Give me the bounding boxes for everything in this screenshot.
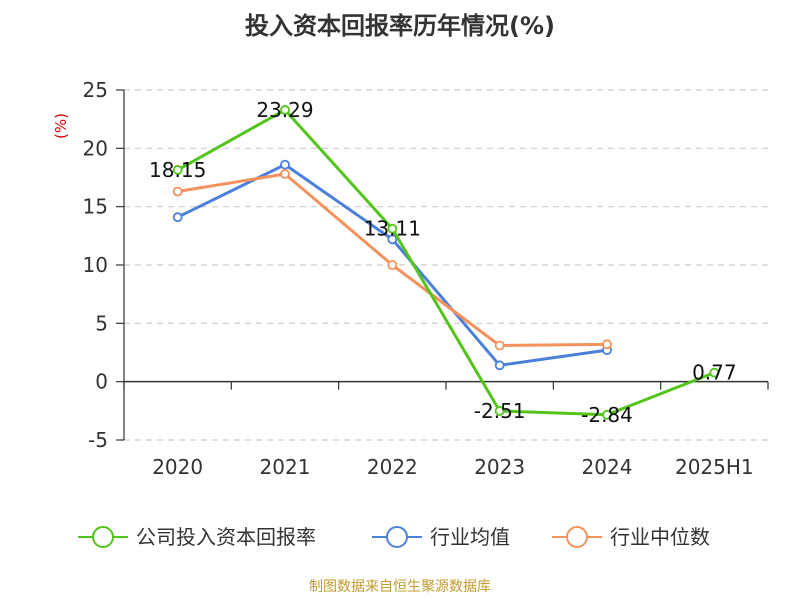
data-point xyxy=(387,260,398,270)
data-label: -2.84 xyxy=(581,403,633,427)
data-point xyxy=(602,409,612,420)
x-tick-label: 2022 xyxy=(367,455,418,479)
series-line-0 xyxy=(176,108,715,417)
y-tick-label: 10 xyxy=(83,253,108,277)
legend-item-0[interactable]: 公司投入资本回报率 xyxy=(78,525,316,549)
data-label: 13.11 xyxy=(364,217,421,241)
axes: 25 20 15 10 5 0 -5 2020 2021 2022 2023 2024 2025H1 xyxy=(83,78,769,479)
x-tick-label: 2020 xyxy=(152,455,203,479)
data-label: 0.77 xyxy=(692,361,737,385)
x-tick-label: 2025H1 xyxy=(675,455,754,479)
legend-marker xyxy=(92,526,114,548)
legend-marker xyxy=(386,526,408,548)
series-lines xyxy=(172,105,720,420)
data-label: -2.51 xyxy=(474,399,526,423)
data-label: 23.29 xyxy=(256,98,313,122)
data-point xyxy=(172,212,183,223)
data-point xyxy=(602,339,612,350)
data-label: 18.15 xyxy=(149,158,206,182)
legend-item-1[interactable]: 行业均值 xyxy=(372,525,510,549)
legend-marker xyxy=(566,526,588,548)
data-point xyxy=(172,165,183,175)
y-tick-label: 5 xyxy=(95,311,108,335)
y-tick-label: 25 xyxy=(83,78,108,102)
source-note: 制图数据来自恒生聚源数据库 xyxy=(309,579,491,595)
data-point xyxy=(494,340,505,351)
y-tick-label: -5 xyxy=(88,428,108,452)
chart-title: 投入资本回报率历年情况(%) xyxy=(245,12,555,40)
data-point xyxy=(387,234,398,245)
legend[interactable]: 公司投入资本回报率 行业均值 行业中位数 xyxy=(78,525,710,549)
x-tick-label: 2021 xyxy=(260,455,311,479)
data-point xyxy=(280,105,290,115)
y-tick-label: 15 xyxy=(83,195,108,219)
y-tick-label: 20 xyxy=(83,136,108,160)
data-labels: 18.15 23.29 13.11 -2.51 -2.84 0.77 xyxy=(149,98,737,427)
data-point xyxy=(280,159,290,170)
x-tick-label: 2023 xyxy=(474,455,525,479)
y-tick-label: 0 xyxy=(95,370,108,394)
series-line-2 xyxy=(177,172,608,347)
data-point xyxy=(494,360,505,371)
data-point xyxy=(387,223,398,234)
legend-label: 行业均值 xyxy=(430,525,510,549)
data-point xyxy=(280,169,290,179)
data-point xyxy=(709,367,720,378)
data-point xyxy=(494,406,505,416)
legend-label: 公司投入资本回报率 xyxy=(136,525,316,549)
data-point xyxy=(172,186,183,197)
legend-label: 行业中位数 xyxy=(610,525,710,549)
gridlines xyxy=(124,89,768,441)
y-axis-unit: (%) xyxy=(52,113,70,139)
legend-item-2[interactable]: 行业中位数 xyxy=(552,525,710,549)
x-tick-label: 2024 xyxy=(582,455,633,479)
